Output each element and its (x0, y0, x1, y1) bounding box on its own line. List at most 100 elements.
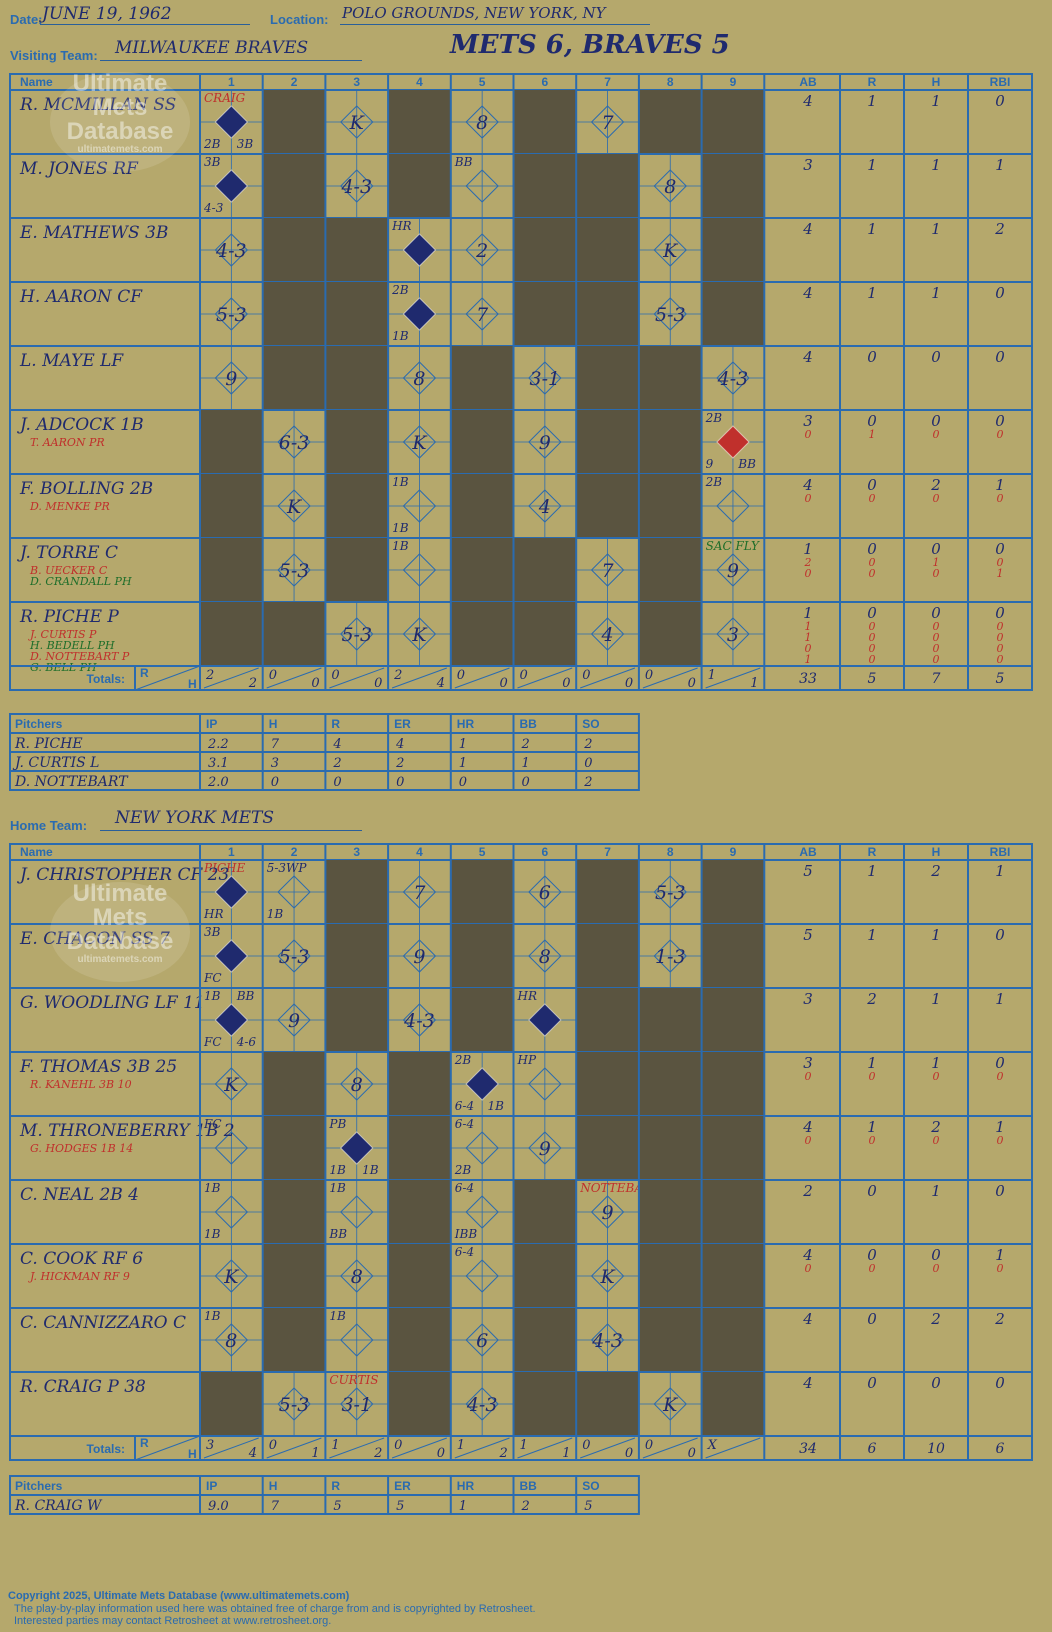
dark-cell (576, 474, 639, 538)
stat-rbi: 1 (995, 156, 1005, 174)
batter-name: R. PICHE P (19, 607, 119, 627)
home-team-underline (100, 830, 362, 831)
stat-ab: 0 (805, 428, 812, 441)
substitute-name: H. BEDELL PH (29, 639, 115, 652)
play-annotation: HR (517, 989, 538, 1003)
play-result: 8 (225, 1330, 237, 1352)
stat-h: 0 (931, 540, 941, 558)
stat-ab: 3 (803, 990, 813, 1008)
play-result: K (662, 1394, 679, 1416)
stat-r: 0 (867, 540, 877, 558)
cell-crosshair (576, 1244, 639, 1308)
inning-header-7: 7 (604, 75, 611, 89)
stat-ab: 2 (804, 556, 812, 569)
base-diamond (590, 105, 625, 139)
play-result: 6-3 (279, 432, 310, 454)
pitcher-stat-r: 5 (333, 1499, 341, 1514)
cell-crosshair (325, 1244, 389, 1308)
stat-rbi: 0 (997, 1262, 1004, 1275)
pitcher-stat-ip: 2.0 (207, 775, 229, 790)
dark-cell (513, 154, 577, 218)
run-scored-diamond (214, 939, 249, 973)
pitcher-stat-r: 0 (333, 775, 341, 790)
inning-runs: 0 (645, 668, 653, 683)
play-annotation: 1B (488, 1099, 505, 1113)
pitcher-stat-h: 3 (271, 756, 279, 771)
play-annotation: 4-6 (236, 1035, 257, 1049)
stat-header-rbi: RBI (990, 75, 1011, 89)
dark-cell (576, 218, 639, 282)
inning-hits: 4 (436, 676, 445, 691)
visiting-pitchers-table: Pitchers IP H R ER HR BB SOR. PICHE 2.2 7 4 4 1 2 2J. … (9, 713, 640, 791)
inning-runs: 0 (645, 1438, 653, 1453)
stat-rbi: 0 (997, 556, 1004, 569)
pitcher-stat-header-so: SO (582, 717, 599, 731)
substitute-name: G. HODGES 1B 14 (30, 1142, 133, 1155)
stat-r: 0 (869, 642, 876, 655)
total-ab: 33 (799, 671, 817, 687)
stat-h: 0 (931, 1374, 941, 1392)
stat-h: 0 (931, 348, 941, 366)
totals-slash (517, 667, 573, 689)
base-diamond (653, 939, 687, 973)
pitcher-stat-hr: 1 (459, 1499, 467, 1514)
dark-cell (513, 538, 577, 602)
stat-h: 1 (931, 156, 941, 174)
cell-crosshair (325, 602, 389, 666)
pitcher-stat-er: 2 (395, 756, 404, 771)
cell-crosshair (325, 1372, 389, 1436)
base-diamond (402, 425, 437, 459)
play-result: 8 (351, 1074, 363, 1096)
cell-crosshair (513, 860, 577, 924)
stat-ab: 4 (802, 92, 813, 110)
base-diamond (214, 297, 249, 331)
pitcher-stat-so: 2 (583, 775, 592, 790)
stat-header-r: R (868, 845, 877, 859)
inning-hits: 2 (373, 1446, 382, 1461)
base-diamond (340, 105, 374, 139)
stat-h: 0 (933, 1134, 940, 1147)
inning-runs: 1 (520, 1438, 528, 1453)
pitcher-name: J. CURTIS L (12, 755, 99, 771)
batter-name: C. COOK RF 6 (20, 1249, 143, 1269)
stat-ab: 0 (805, 1070, 812, 1083)
run-scored-diamond (214, 169, 249, 203)
cell-crosshair (388, 474, 451, 538)
stat-h: 1 (931, 1182, 941, 1200)
play-annotation: BB (737, 457, 756, 471)
inning-hits: 0 (562, 676, 570, 691)
play-result: 9 (413, 946, 425, 968)
stat-h: 1 (931, 1054, 941, 1072)
dark-cell (576, 860, 639, 924)
dark-cell (325, 860, 389, 924)
stat-rbi: 1 (995, 476, 1005, 494)
dark-cell (701, 1244, 765, 1308)
stat-r: 0 (869, 492, 876, 505)
inning-header-2: 2 (291, 75, 298, 89)
play-result: 6 (476, 1330, 488, 1352)
batter-name: J. ADCOCK 1B (17, 415, 144, 435)
base-diamond (402, 489, 437, 523)
dark-cell (513, 90, 577, 154)
dark-cell (388, 90, 451, 154)
totals-row (9, 1435, 1033, 1461)
stat-rbi: 0 (997, 1070, 1004, 1083)
cell-crosshair (325, 154, 389, 218)
inning-header-4: 4 (416, 845, 423, 859)
base-diamond (528, 939, 562, 973)
dark-cell (638, 1052, 702, 1116)
base-diamond (465, 1323, 499, 1357)
dark-cell (638, 410, 702, 474)
run-scored-diamond (528, 1003, 562, 1037)
base-diamond (277, 875, 311, 909)
watermark-url: ultimatemets.com (77, 954, 163, 965)
cell-crosshair (513, 1052, 577, 1116)
batter-name: F. BOLLING 2B (19, 479, 153, 499)
dark-cell (513, 218, 577, 282)
dark-cell (576, 346, 639, 410)
play-result: 7 (476, 304, 489, 326)
inning-hits: 0 (500, 676, 508, 691)
cell-crosshair (450, 218, 514, 282)
stat-header-rbi: RBI (990, 845, 1011, 859)
cell-crosshair (325, 90, 389, 154)
